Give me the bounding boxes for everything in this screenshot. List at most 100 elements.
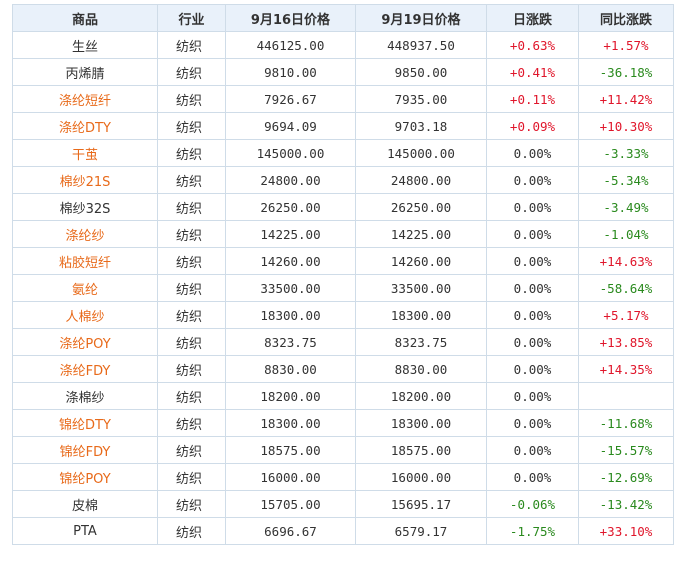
commodity-name: 涤棉纱 — [12, 382, 158, 410]
table-row: 锦纶FDY 纺织 18575.00 18575.00 0.00% -15.57% — [12, 436, 674, 464]
price-sep16-cell: 33500.00 — [225, 274, 356, 302]
yoy-change-cell: -3.33% — [578, 139, 674, 167]
table-row: 粘胶短纤 纺织 14260.00 14260.00 0.00% +14.63% — [12, 247, 674, 275]
price-sep16-cell: 18575.00 — [225, 436, 356, 464]
industry-cell: 纺织 — [157, 112, 226, 140]
commodity-name[interactable]: 干茧 — [12, 139, 158, 167]
table-row: 氨纶 纺织 33500.00 33500.00 0.00% -58.64% — [12, 274, 674, 302]
yoy-change-cell: -13.42% — [578, 490, 674, 518]
yoy-change-cell: -36.18% — [578, 58, 674, 86]
price-sep19-cell: 24800.00 — [355, 166, 487, 194]
commodity-name[interactable]: 粘胶短纤 — [12, 247, 158, 275]
price-sep19-cell: 18575.00 — [355, 436, 487, 464]
yoy-change-cell: +33.10% — [578, 517, 674, 545]
price-sep19-cell: 448937.50 — [355, 31, 487, 59]
price-sep19-cell: 14260.00 — [355, 247, 487, 275]
price-sep16-cell: 16000.00 — [225, 463, 356, 491]
yoy-change-cell: -11.68% — [578, 409, 674, 437]
price-sep19-cell: 16000.00 — [355, 463, 487, 491]
price-sep19-cell: 8830.00 — [355, 355, 487, 383]
daily-change-cell: +0.63% — [486, 31, 579, 59]
commodity-name: 丙烯腈 — [12, 58, 158, 86]
daily-change-cell: 0.00% — [486, 193, 579, 221]
price-sep19-cell: 18300.00 — [355, 301, 487, 329]
price-sep16-cell: 15705.00 — [225, 490, 356, 518]
price-sep16-cell: 18300.00 — [225, 409, 356, 437]
commodity-price-table: 商品 行业 9月16日价格 9月19日价格 日涨跌 同比涨跌 生丝 纺织 44612… — [12, 4, 674, 545]
price-sep19-cell: 7935.00 — [355, 85, 487, 113]
commodity-name: 皮棉 — [12, 490, 158, 518]
daily-change-cell: -0.06% — [486, 490, 579, 518]
daily-change-cell: 0.00% — [486, 139, 579, 167]
industry-cell: 纺织 — [157, 193, 226, 221]
commodity-name[interactable]: 锦纶POY — [12, 463, 158, 491]
header-daily-change: 日涨跌 — [486, 4, 579, 32]
yoy-change-cell — [578, 382, 674, 410]
yoy-change-cell: -12.69% — [578, 463, 674, 491]
industry-cell: 纺织 — [157, 220, 226, 248]
daily-change-cell: 0.00% — [486, 274, 579, 302]
table-row: 人棉纱 纺织 18300.00 18300.00 0.00% +5.17% — [12, 301, 674, 329]
price-sep19-cell: 8323.75 — [355, 328, 487, 356]
table-header: 商品 行业 9月16日价格 9月19日价格 日涨跌 同比涨跌 — [12, 4, 674, 32]
daily-change-cell: +0.11% — [486, 85, 579, 113]
industry-cell: 纺织 — [157, 436, 226, 464]
commodity-name[interactable]: 涤纶FDY — [12, 355, 158, 383]
table-row: PTA 纺织 6696.67 6579.17 -1.75% +33.10% — [12, 517, 674, 545]
table-row: 涤纶纱 纺织 14225.00 14225.00 0.00% -1.04% — [12, 220, 674, 248]
table-row: 皮棉 纺织 15705.00 15695.17 -0.06% -13.42% — [12, 490, 674, 518]
daily-change-cell: 0.00% — [486, 409, 579, 437]
price-sep16-cell: 6696.67 — [225, 517, 356, 545]
price-sep19-cell: 145000.00 — [355, 139, 487, 167]
price-sep16-cell: 9694.09 — [225, 112, 356, 140]
yoy-change-cell: +1.57% — [578, 31, 674, 59]
commodity-name[interactable]: 涤纶纱 — [12, 220, 158, 248]
table-row: 棉纱21S 纺织 24800.00 24800.00 0.00% -5.34% — [12, 166, 674, 194]
price-sep16-cell: 8830.00 — [225, 355, 356, 383]
daily-change-cell: 0.00% — [486, 355, 579, 383]
commodity-name[interactable]: 涤纶POY — [12, 328, 158, 356]
table-row: 涤纶FDY 纺织 8830.00 8830.00 0.00% +14.35% — [12, 355, 674, 383]
daily-change-cell: 0.00% — [486, 382, 579, 410]
price-sep19-cell: 26250.00 — [355, 193, 487, 221]
industry-cell: 纺织 — [157, 274, 226, 302]
price-table-container: 商品 行业 9月16日价格 9月19日价格 日涨跌 同比涨跌 生丝 纺织 44612… — [12, 4, 674, 545]
price-sep19-cell: 6579.17 — [355, 517, 487, 545]
commodity-name[interactable]: 氨纶 — [12, 274, 158, 302]
price-sep19-cell: 9850.00 — [355, 58, 487, 86]
daily-change-cell: 0.00% — [486, 328, 579, 356]
table-row: 棉纱32S 纺织 26250.00 26250.00 0.00% -3.49% — [12, 193, 674, 221]
commodity-name[interactable]: 人棉纱 — [12, 301, 158, 329]
industry-cell: 纺织 — [157, 382, 226, 410]
daily-change-cell: +0.09% — [486, 112, 579, 140]
yoy-change-cell: -3.49% — [578, 193, 674, 221]
commodity-name[interactable]: 涤纶短纤 — [12, 85, 158, 113]
commodity-name[interactable]: 锦纶DTY — [12, 409, 158, 437]
yoy-change-cell: -58.64% — [578, 274, 674, 302]
price-sep16-cell: 14225.00 — [225, 220, 356, 248]
yoy-change-cell: -1.04% — [578, 220, 674, 248]
daily-change-cell: 0.00% — [486, 166, 579, 194]
price-sep19-cell: 18300.00 — [355, 409, 487, 437]
price-sep16-cell: 18200.00 — [225, 382, 356, 410]
header-price-sep16: 9月16日价格 — [225, 4, 356, 32]
header-price-sep19: 9月19日价格 — [355, 4, 487, 32]
table-row: 涤纶POY 纺织 8323.75 8323.75 0.00% +13.85% — [12, 328, 674, 356]
commodity-name[interactable]: 涤纶DTY — [12, 112, 158, 140]
yoy-change-cell: +13.85% — [578, 328, 674, 356]
price-sep19-cell: 33500.00 — [355, 274, 487, 302]
industry-cell: 纺织 — [157, 328, 226, 356]
commodity-name: 棉纱32S — [12, 193, 158, 221]
yoy-change-cell: +11.42% — [578, 85, 674, 113]
industry-cell: 纺织 — [157, 463, 226, 491]
table-row: 涤纶短纤 纺织 7926.67 7935.00 +0.11% +11.42% — [12, 85, 674, 113]
commodity-name[interactable]: 锦纶FDY — [12, 436, 158, 464]
commodity-name[interactable]: 棉纱21S — [12, 166, 158, 194]
price-sep16-cell: 8323.75 — [225, 328, 356, 356]
yoy-change-cell: +14.35% — [578, 355, 674, 383]
industry-cell: 纺织 — [157, 490, 226, 518]
industry-cell: 纺织 — [157, 58, 226, 86]
price-sep16-cell: 145000.00 — [225, 139, 356, 167]
industry-cell: 纺织 — [157, 301, 226, 329]
daily-change-cell: 0.00% — [486, 463, 579, 491]
